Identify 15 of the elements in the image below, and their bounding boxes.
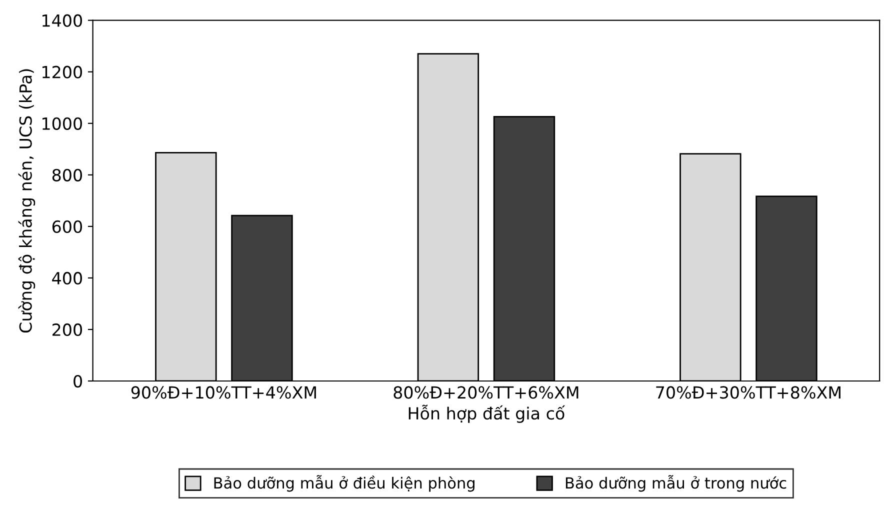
y-tick-label: 800 xyxy=(52,168,82,182)
y-tick-label: 0 xyxy=(74,374,82,388)
x-tick-label: 90%Đ+10%TT+4%XM xyxy=(131,386,316,399)
y-axis-title: Cường độ kháng nén, UCS (kPa) xyxy=(18,69,36,333)
x-axis-title: Hỗn hợp đất gia cố xyxy=(408,404,565,423)
legend-label: Bảo dưỡng mẫu ở trong nước xyxy=(566,475,786,492)
x-tick-label: 70%Đ+30%TT+8%XM xyxy=(656,386,840,399)
y-tick-label: 200 xyxy=(52,323,82,336)
y-tick-label: 1200 xyxy=(42,66,82,78)
x-tick-label: 80%Đ+20%TT+6%XM xyxy=(394,386,578,399)
legend-label: Bảo dưỡng mẫu ở điều kiện phòng xyxy=(214,475,474,492)
y-tick-label: 600 xyxy=(52,220,82,233)
y-tick-label: 1000 xyxy=(42,117,82,130)
y-tick-label: 400 xyxy=(52,272,82,285)
y-tick-label: 1400 xyxy=(42,14,82,27)
